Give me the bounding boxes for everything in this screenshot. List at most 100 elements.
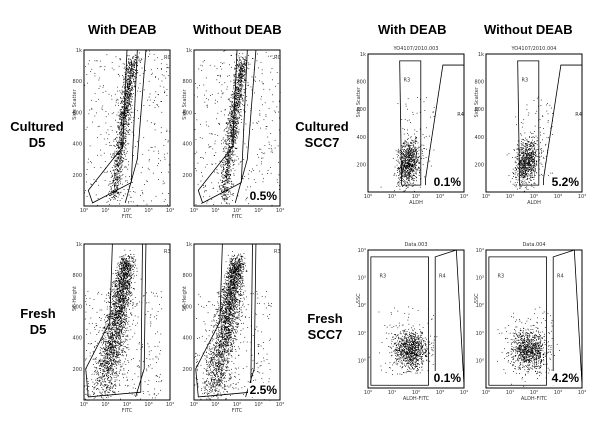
plot-frame (485, 249, 583, 389)
x-tick-label: 10² (412, 194, 420, 200)
plot-svg: R3 10⁰ 10¹ 10² 10³ 10⁴ 200 400 600 800 1k FITC SC-He… (182, 242, 284, 414)
region-label: R0 (164, 55, 171, 61)
x-tick-label: 10⁴ (578, 194, 586, 200)
y-tick-label: 1k (478, 52, 484, 58)
gate-regions (399, 60, 464, 186)
y-tick-label: 10⁴ (358, 248, 366, 254)
y-tick-label: 200 (72, 173, 82, 179)
x-tick-label: 10³ (144, 402, 152, 408)
x-tick-label: 10¹ (211, 208, 219, 214)
y-tick-label: 200 (182, 173, 192, 179)
plot-frame (367, 249, 465, 389)
percent-label: 2.5% (250, 383, 278, 397)
gate-regions (195, 243, 280, 398)
y-tick-label: 400 (72, 336, 82, 342)
x-axis-label: FITC (232, 214, 243, 220)
row-label-fresh-scc7: Fresh SCC7 (296, 311, 354, 343)
y-axis-label: SSC (474, 293, 480, 303)
percent-background (432, 371, 463, 385)
x-tick-label: 10³ (436, 390, 444, 396)
percent-label: 0.5% (250, 189, 278, 203)
y-tick-label: 800 (182, 79, 192, 85)
y-axis-label: Side Scatter (356, 86, 362, 117)
x-tick-label: 10⁰ (80, 208, 88, 214)
percent-background (550, 371, 581, 385)
y-tick-label: 200 (356, 162, 366, 168)
x-tick-label: 10⁴ (166, 208, 174, 214)
x-tick-label: 10² (123, 402, 131, 408)
y-tick-label: 600 (72, 110, 82, 116)
x-tick-label: 10² (123, 208, 131, 214)
y-tick-label: 800 (182, 273, 192, 279)
plot-d5-fresh-with: R3 10⁰ 10¹ 10² 10³ 10⁴ 200 400 600 800 1k FITC SC-He… (70, 238, 174, 414)
y-tick-label: 600 (182, 110, 192, 116)
y-tick-label: 400 (182, 336, 192, 342)
y-tick-label: 1k (186, 242, 192, 248)
header-right-with-deab: With DEAB (378, 22, 447, 37)
x-tick-label: 10⁰ (190, 402, 198, 408)
y-tick-label: 1k (186, 48, 192, 54)
percent-background (432, 175, 463, 189)
header-left-with-deab: With DEAB (88, 22, 157, 37)
region-label: R3 (498, 274, 505, 280)
y-tick-label: 200 (72, 367, 82, 373)
y-tick-label: 600 (182, 304, 192, 310)
x-tick-label: 10¹ (388, 390, 396, 396)
region-label: R0 (274, 55, 281, 61)
row-label-fresh-d5: Fresh D5 (8, 306, 68, 338)
y-tick-label: 800 (72, 273, 82, 279)
y-tick-label: 200 (182, 367, 192, 373)
region-label: R3 (522, 78, 529, 84)
row-label-line: D5 (29, 322, 47, 337)
y-tick-label: 10⁰ (358, 358, 366, 364)
scatter-events (84, 249, 163, 401)
y-tick-label: 10⁰ (476, 358, 484, 364)
scatter-events (194, 50, 281, 206)
y-tick-label: 10¹ (476, 331, 484, 337)
x-tick-label: 10² (530, 390, 538, 396)
y-tick-label: 800 (356, 80, 366, 86)
scatter-events (84, 50, 170, 207)
region-label: R3 (380, 274, 387, 280)
y-tick-label: 800 (474, 80, 484, 86)
row-label-line: Fresh (307, 311, 343, 326)
plot-scc7-cultured-with: YO4107/2010.003 R3 R4 10⁰ 10¹ 10² 10³ 10⁴ 200 400… (356, 40, 468, 210)
x-tick-label: 10⁴ (166, 402, 174, 408)
gate-regions (370, 249, 465, 386)
x-tick-label: 10⁴ (578, 390, 586, 396)
plot-frame (193, 49, 281, 207)
percent-background (248, 189, 279, 203)
y-tick-label: 10³ (476, 276, 484, 282)
region-label: R4 (457, 112, 464, 118)
plot-svg: Data.003 R3 R4 10⁰ 10¹ 10² 10³ 10⁴ 10⁰ 10¹ 10² 10³ 1… (356, 242, 468, 402)
x-tick-label: 10³ (254, 208, 262, 214)
x-axis-label: ALDH (527, 200, 541, 206)
y-tick-label: 600 (356, 107, 366, 113)
y-tick-label: 600 (474, 107, 484, 113)
scatter-events (368, 306, 438, 375)
region-label: R4 (557, 274, 564, 280)
plot-svg: R3 10⁰ 10¹ 10² 10³ 10⁴ 200 400 600 800 1k FITC SC-He… (72, 242, 174, 414)
y-axis-label: Side Scatter (72, 88, 78, 119)
row-label-line: Cultured (10, 119, 64, 134)
x-tick-label: 10¹ (101, 208, 109, 214)
percent-label: 0.1% (434, 175, 462, 189)
x-axis-label: FITC (122, 214, 133, 220)
plot-d5-cultured-without: R0 10⁰ 10¹ 10² 10³ 10⁴ 200 400 600 800 1k FITC Side … (180, 44, 284, 220)
plot-title: YO4107/2010.003 (393, 46, 439, 52)
plot-frame (367, 53, 465, 193)
scatter-events (380, 97, 435, 192)
y-tick-label: 600 (72, 304, 82, 310)
gate-regions (197, 49, 280, 204)
region-label: R4 (575, 112, 582, 118)
region-label: R3 (274, 249, 281, 255)
row-label-line: SCC7 (304, 135, 340, 150)
plot-scc7-cultured-without: YO4107/2010.004 R3 R4 10⁰ 10¹ 10² 10³ 10⁴ 200 400… (474, 40, 586, 210)
y-tick-label: 10¹ (358, 331, 366, 337)
percent-label: 4.2% (552, 371, 580, 385)
plot-svg: R0 10⁰ 10¹ 10² 10³ 10⁴ 200 400 600 800 1k FITC Side … (72, 48, 174, 220)
plot-frame (83, 243, 171, 401)
x-tick-label: 10⁴ (460, 390, 468, 396)
plot-svg: YO4107/2010.003 R3 R4 10⁰ 10¹ 10² 10³ 10⁴ 200 400… (356, 46, 468, 206)
x-tick-label: 10³ (554, 194, 562, 200)
